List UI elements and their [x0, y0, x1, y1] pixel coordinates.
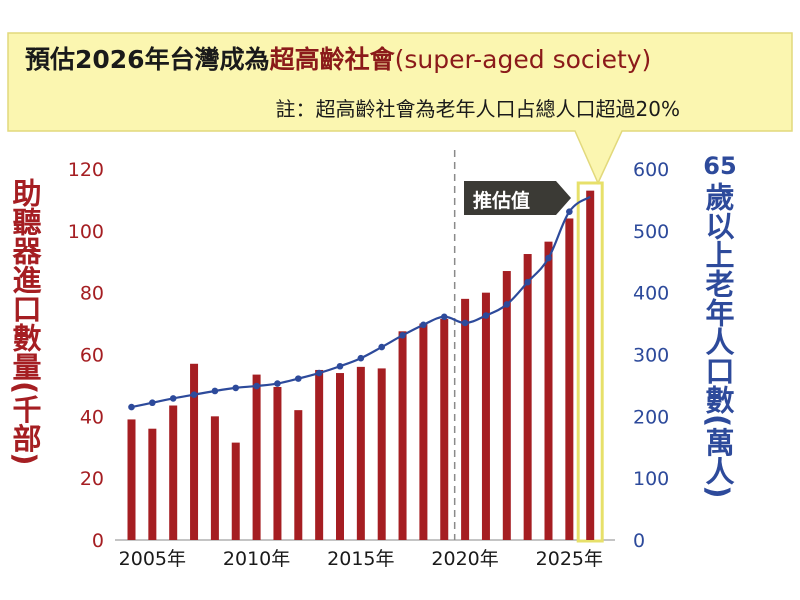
point-2020 — [461, 319, 469, 327]
left-tick-120: 120 — [68, 159, 104, 181]
x-tick-2015: 2015年 — [327, 548, 394, 570]
bar-2026 — [586, 190, 595, 540]
axes-layer: 0 20 40 60 80 100 120 0 100 200 300 400 500 600 2005年 2… — [68, 159, 670, 570]
bar-2015 — [356, 366, 365, 540]
point-2009 — [232, 384, 240, 392]
point-2023 — [524, 278, 531, 286]
title-part1: 預估2026年台灣成為 — [25, 45, 270, 74]
x-tick-2020: 2020年 — [431, 548, 498, 570]
bar-2025 — [565, 218, 574, 540]
left-tick-80: 80 — [80, 283, 104, 305]
left-tick-40: 40 — [80, 406, 104, 428]
chart-subtitle: 註：超高齡社會為老年人口占總人口超過20% — [275, 97, 680, 121]
point-2004 — [128, 403, 135, 411]
point-2007 — [190, 391, 198, 398]
right-tick-0: 0 — [633, 530, 645, 552]
title-english: (super-aged society) — [394, 45, 652, 74]
title-emphasis: 超高齡社會 — [269, 45, 395, 74]
bar-2017 — [398, 331, 407, 540]
point-2008 — [211, 387, 219, 395]
point-2006 — [169, 395, 177, 402]
bar-series — [127, 190, 595, 541]
right-tick-200: 200 — [633, 406, 669, 428]
bar-2016 — [377, 368, 386, 540]
title-callout — [7, 32, 793, 185]
point-2025 — [566, 208, 573, 215]
point-2014 — [336, 362, 344, 370]
bar-2007 — [190, 363, 199, 540]
point-2016 — [378, 343, 386, 351]
bar-2011 — [273, 386, 282, 540]
bar-2009 — [231, 442, 240, 540]
right-axis-title-number: 65 — [703, 152, 737, 180]
right-tick-300: 300 — [633, 345, 669, 367]
estimate-label: 推估值 — [473, 190, 531, 212]
left-axis-title: 助聽器進口數量(千部) — [8, 178, 42, 466]
right-tick-400: 400 — [633, 283, 669, 305]
x-tick-2005: 2005年 — [119, 548, 186, 570]
point-2005 — [149, 399, 156, 407]
bar-2024 — [544, 241, 553, 540]
left-tick-20: 20 — [80, 468, 104, 490]
point-2017 — [399, 332, 406, 339]
bar-2020 — [461, 298, 470, 540]
point-2010 — [253, 382, 260, 390]
highlight-box — [576, 181, 604, 543]
x-tick-2025: 2025年 — [536, 548, 603, 570]
point-2024 — [545, 254, 552, 262]
bar-2018 — [419, 323, 428, 540]
right-tick-600: 600 — [633, 159, 669, 181]
chart-title: 預估2026年台灣成為超高齡社會(super-aged society) — [25, 40, 785, 76]
point-2018 — [420, 321, 427, 329]
right-tick-100: 100 — [633, 468, 669, 490]
bar-2008 — [210, 416, 219, 540]
bar-2021 — [481, 292, 490, 540]
bar-2010 — [252, 374, 261, 540]
bar-2014 — [336, 373, 344, 540]
callout-shape — [7, 32, 793, 185]
x-tick-2010: 2010年 — [223, 548, 290, 570]
estimate-badge — [464, 181, 571, 215]
bar-2013 — [315, 369, 324, 540]
point-2011 — [274, 380, 281, 387]
line-series — [128, 195, 591, 411]
point-2021 — [482, 312, 490, 319]
bar-2012 — [294, 410, 303, 540]
bar-2006 — [169, 405, 178, 540]
left-tick-100: 100 — [68, 221, 104, 243]
right-tick-500: 500 — [633, 221, 669, 243]
bar-2019 — [440, 318, 449, 540]
point-2022 — [503, 301, 511, 308]
point-2013 — [315, 369, 323, 377]
point-2012 — [295, 375, 302, 382]
point-2019 — [440, 313, 448, 321]
right-axis-title: 歲以上老年人口數(萬人) — [701, 182, 735, 499]
bar-2023 — [523, 254, 532, 541]
left-tick-0: 0 — [92, 530, 104, 552]
bar-2005 — [148, 428, 157, 540]
point-2015 — [357, 354, 365, 362]
left-tick-60: 60 — [80, 345, 104, 367]
bar-2022 — [502, 271, 511, 540]
bar-2004 — [127, 419, 136, 540]
grid-layer — [115, 150, 615, 543]
